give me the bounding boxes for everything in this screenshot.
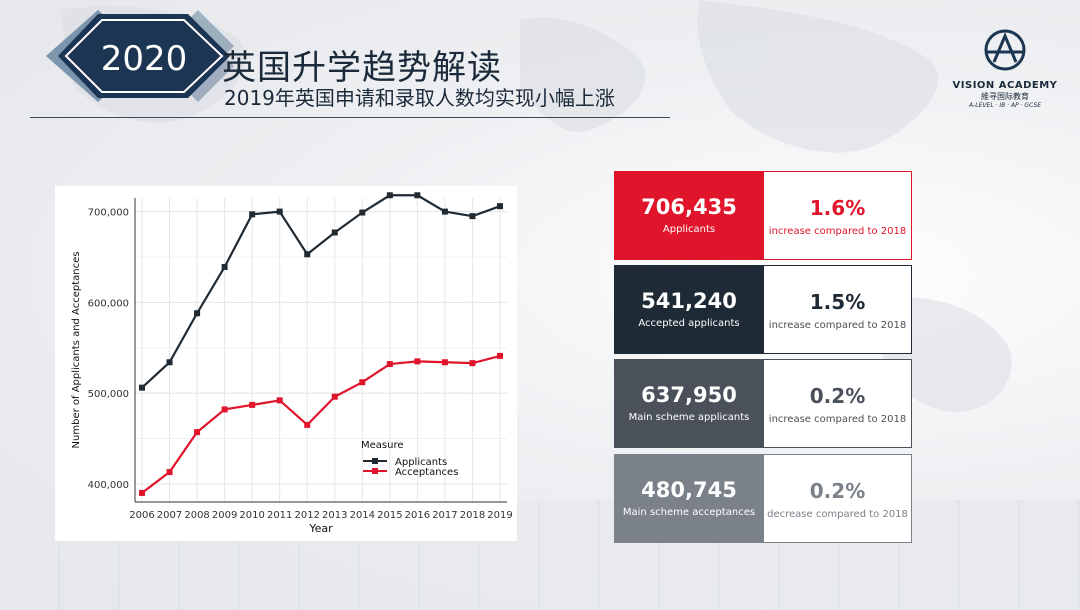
x-tick-label: 2017 <box>432 510 457 521</box>
data-point-acceptances <box>331 393 338 400</box>
legend-label: Acceptances <box>395 467 458 478</box>
data-point-acceptances <box>359 379 366 386</box>
stat-value: 637,950 <box>641 383 737 407</box>
stat-card-main-applicants: 637,950 Main scheme applicants 0.2% incr… <box>614 359 912 448</box>
data-point-applicants <box>249 211 256 218</box>
x-tick-label: 2010 <box>239 510 264 521</box>
y-axis-title: Number of Applicants and Acceptances <box>71 252 82 449</box>
stat-label: Applicants <box>662 224 716 235</box>
page-subtitle: 2019年英国申请和录取人数均实现小幅上涨 <box>224 86 615 110</box>
data-point-applicants <box>469 213 476 220</box>
line-chart-panel: 400,000 500,000 600,000 700,000 2006 2007 2008… <box>55 186 517 541</box>
x-tick-label: 2008 <box>184 510 209 521</box>
x-tick-label: 2013 <box>322 510 347 521</box>
x-tick-label: 2014 <box>350 510 375 521</box>
x-tick-label: 2007 <box>157 510 182 521</box>
data-point-applicants <box>414 192 421 199</box>
stat-value: 480,745 <box>641 478 737 502</box>
x-tick-label: 2019 <box>487 510 512 521</box>
data-point-acceptances <box>276 397 283 404</box>
data-point-applicants <box>166 359 173 366</box>
stat-description: increase compared to 2018 <box>768 320 907 331</box>
data-point-acceptances <box>386 361 393 368</box>
stat-description: decrease compared to 2018 <box>767 509 908 520</box>
stat-label: Main scheme acceptances <box>622 507 756 518</box>
stat-card-accepted: 541,240 Accepted applicants 1.5% increas… <box>614 265 912 354</box>
y-tick-label: 400,000 <box>88 480 129 491</box>
stat-value-box: 541,240 Accepted applicants <box>614 265 764 354</box>
data-point-acceptances <box>414 358 421 365</box>
data-point-acceptances <box>441 359 448 366</box>
y-tick-label: 500,000 <box>88 389 129 400</box>
badge-year: 2020 <box>101 39 188 79</box>
data-point-applicants <box>497 203 503 210</box>
stat-percent: 1.5% <box>809 290 866 314</box>
data-point-applicants <box>386 192 393 199</box>
header-divider <box>30 117 670 118</box>
x-tick-label: 2012 <box>295 510 320 521</box>
stat-description: increase compared to 2018 <box>768 226 907 237</box>
stat-card-applicants: 706,435 Applicants 1.6% increase compare… <box>614 171 912 260</box>
data-point-applicants <box>441 208 448 215</box>
stat-change-box: 0.2% increase compared to 2018 <box>763 359 912 448</box>
logo-name: VISION ACADEMY <box>952 80 1058 91</box>
stat-value: 706,435 <box>641 195 737 219</box>
stat-change-box: 1.5% increase compared to 2018 <box>763 265 912 354</box>
series-line-acceptances <box>141 354 501 494</box>
x-tick-label: 2018 <box>460 510 485 521</box>
data-point-acceptances <box>139 489 145 496</box>
stat-card-main-acceptances: 480,745 Main scheme acceptances 0.2% dec… <box>614 454 912 543</box>
data-point-acceptances <box>249 401 256 408</box>
stat-change-box: 0.2% decrease compared to 2018 <box>763 454 912 543</box>
stat-description: increase compared to 2018 <box>768 414 907 425</box>
legend-swatch-marker <box>372 458 378 464</box>
chart-axes: 400,000 500,000 600,000 700,000 2006 2007 2008… <box>71 198 513 535</box>
vision-academy-logo: VISION ACADEMY 維寻国际教育 A-LEVEL · IB · AP … <box>950 28 1060 123</box>
stat-value-box: 706,435 Applicants <box>614 171 764 260</box>
data-point-applicants <box>221 263 228 270</box>
stat-percent: 0.2% <box>809 384 866 408</box>
stat-percent: 1.6% <box>809 196 866 220</box>
legend-title: Measure <box>361 440 404 451</box>
stat-value-box: 480,745 Main scheme acceptances <box>614 454 764 543</box>
logo-cn-name: 維寻国际教育 <box>981 92 1029 101</box>
data-point-applicants <box>139 384 145 391</box>
logo-emblem-icon <box>984 29 1026 71</box>
chart-grid <box>135 198 507 502</box>
x-tick-label: 2006 <box>129 510 154 521</box>
data-point-acceptances <box>194 429 201 436</box>
x-tick-label: 2016 <box>405 510 430 521</box>
y-tick-label: 700,000 <box>88 208 129 219</box>
y-tick-label: 600,000 <box>88 298 129 309</box>
data-point-acceptances <box>304 421 311 428</box>
x-tick-label: 2015 <box>377 510 402 521</box>
line-chart: 400,000 500,000 600,000 700,000 2006 2007 2008… <box>71 192 513 535</box>
legend-label: Applicants <box>395 457 447 468</box>
chart-series <box>139 192 503 496</box>
stat-label: Accepted applicants <box>638 318 740 329</box>
data-point-acceptances <box>497 352 503 359</box>
data-point-applicants <box>331 229 338 236</box>
data-point-acceptances <box>166 469 173 476</box>
logo-tagline: A-LEVEL · IB · AP · GCSE <box>969 102 1041 109</box>
page-title: 英国升学趋势解读 <box>222 48 502 88</box>
data-point-applicants <box>359 209 366 216</box>
stat-label: Main scheme applicants <box>628 412 750 423</box>
stat-percent: 0.2% <box>809 479 866 503</box>
data-point-acceptances <box>221 406 228 413</box>
data-point-applicants <box>304 251 311 258</box>
stat-value: 541,240 <box>641 289 737 313</box>
legend-swatch-marker <box>372 468 378 474</box>
x-axis-title: Year <box>308 522 333 535</box>
data-point-applicants <box>194 310 201 317</box>
series-line-applicants <box>141 194 501 389</box>
data-point-acceptances <box>469 360 476 367</box>
x-tick-label: 2009 <box>212 510 237 521</box>
stat-change-box: 1.6% increase compared to 2018 <box>763 171 912 260</box>
stat-value-box: 637,950 Main scheme applicants <box>614 359 764 448</box>
x-tick-label: 2011 <box>267 510 292 521</box>
data-point-applicants <box>276 208 283 215</box>
year-badge: 2020 <box>38 6 238 106</box>
